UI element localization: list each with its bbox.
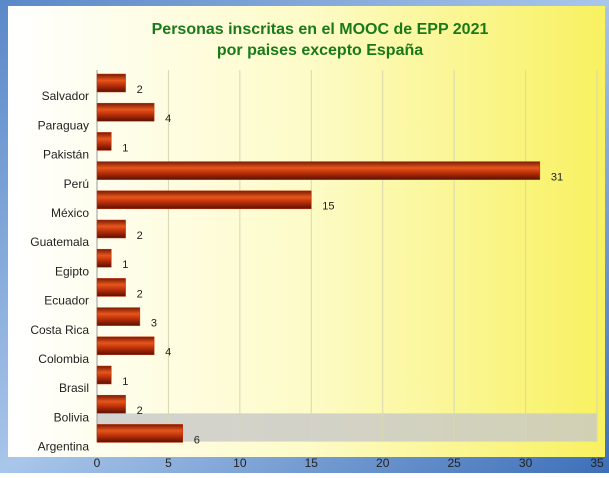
value-label: 2 xyxy=(137,288,143,300)
value-label: 3 xyxy=(151,318,157,330)
bar xyxy=(96,102,155,122)
y-tick-label: Colombia xyxy=(38,352,89,366)
y-tick-label: Perú xyxy=(64,177,89,191)
y-tick-label: Pakistán xyxy=(43,148,89,162)
bar xyxy=(96,307,141,326)
bar xyxy=(96,219,126,239)
x-tick-label: 30 xyxy=(519,456,533,470)
x-tick-label: 20 xyxy=(376,456,390,470)
bar xyxy=(96,424,183,443)
value-label: 1 xyxy=(122,259,128,271)
x-tick-label: 25 xyxy=(447,456,461,470)
y-tick-label: Egipto xyxy=(55,264,89,278)
value-label: 6 xyxy=(194,434,200,446)
bar xyxy=(96,73,126,93)
bar xyxy=(96,248,112,268)
x-tick-label: 15 xyxy=(305,456,319,470)
bar xyxy=(96,278,126,297)
bar xyxy=(96,336,155,356)
value-label: 1 xyxy=(122,376,128,388)
value-label: 2 xyxy=(137,230,143,242)
y-tick-label: Salvador xyxy=(42,89,89,103)
y-tick-label: Bolivia xyxy=(54,410,90,424)
value-label: 4 xyxy=(165,347,171,359)
value-label: 1 xyxy=(122,142,128,154)
y-tick-label: Guatemala xyxy=(30,235,89,249)
value-label: 31 xyxy=(551,172,563,184)
chart-title: por paises excepto España xyxy=(217,42,423,59)
bar xyxy=(96,190,312,210)
x-tick-label: 35 xyxy=(590,456,604,470)
y-tick-label: Brasil xyxy=(59,381,89,395)
y-tick-label: Costa Rica xyxy=(30,323,89,337)
y-tick-label: Ecuador xyxy=(44,294,89,308)
value-label: 2 xyxy=(137,84,143,96)
x-tick-label: 0 xyxy=(94,456,101,470)
bar xyxy=(96,365,112,385)
x-tick-label: 10 xyxy=(233,456,247,470)
value-label: 2 xyxy=(137,405,143,417)
bar xyxy=(96,394,126,414)
bar xyxy=(96,161,541,180)
bar xyxy=(96,132,112,151)
value-label: 15 xyxy=(322,201,334,213)
x-tick-label: 5 xyxy=(165,456,172,470)
value-label: 4 xyxy=(165,113,171,125)
y-tick-label: Argentina xyxy=(38,440,90,454)
chart-title: Personas inscritas en el MOOC de EPP 202… xyxy=(152,21,489,38)
y-tick-label: Paraguay xyxy=(38,118,89,132)
y-tick-label: México xyxy=(51,206,89,220)
